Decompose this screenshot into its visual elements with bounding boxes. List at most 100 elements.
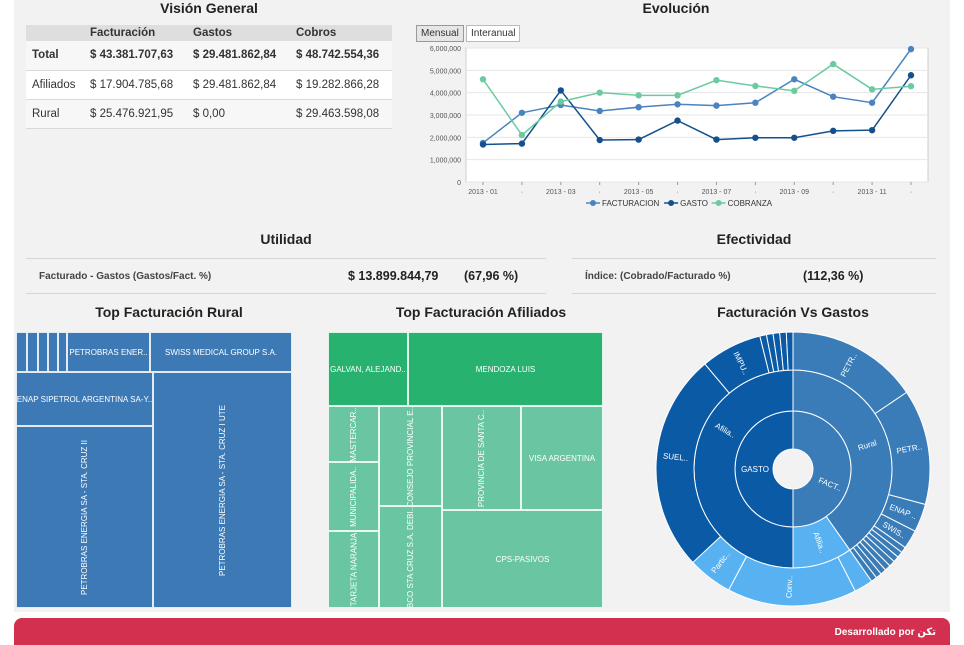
cell-facturacion: $ 17.904.785,68 [84,70,187,100]
table-row: Rural $ 25.476.921,95 $ 0,00 $ 29.463.59… [26,99,392,129]
series-line [482,63,912,137]
sunburst-title: Facturación Vs Gastos [717,304,869,320]
data-point [868,126,876,134]
treemap-rural-title: Top Facturación Rural [95,304,243,320]
monthly-toggle-button[interactable]: Mensual [416,25,464,42]
overview-header-gastos: Gastos [187,25,290,41]
sunburst-label-conv: Conv.. [784,576,794,599]
row-label: Rural [26,99,84,129]
series-line [482,74,912,146]
sunburst-label-gasto: GASTO [741,465,769,474]
row-label: Total [26,41,84,71]
y-tick-label: 0 [457,180,461,187]
table-row: Afiliados $ 17.904.785,68 $ 29.481.862,8… [26,70,392,100]
footer-credit: Desarrollado por تکن [835,627,936,638]
facturacion-vs-gastos-sunburst: GASTOFACT..Afilia..RuralAfilia..SUEL..IM… [655,331,931,607]
data-point [674,101,681,108]
evolution-title: Evolución [642,0,710,16]
treemap-cell[interactable]: SWISS MEDICAL GROUP S.A. [150,332,292,372]
yearly-toggle-button[interactable]: Interanual [466,25,521,42]
x-tick-label: 2013 - 07 [702,189,732,196]
x-tick-label: · [599,189,601,196]
treemap-afiliados: MENDOZA LUIS GALVAN, ALEJAND.. VISA ARGE… [328,332,603,608]
x-tick-label: · [754,189,756,196]
overview-title: Visión General [160,0,258,16]
treemap-cell[interactable]: MUNICIPALIDA.. [328,462,379,531]
y-tick-label: 2,000,000 [430,135,461,142]
treemap-cell[interactable]: GALVAN, ALEJAND.. [328,332,408,406]
data-point [518,109,526,116]
data-point [479,141,487,148]
data-point [752,99,759,106]
treemap-cell[interactable]: ENAP SIPETROL ARGENTINA SA-Y.. [16,372,153,426]
data-point [635,136,642,143]
data-point [479,76,487,83]
data-point [752,134,759,141]
treemap-cell-label: PROVINCIA DE SANTA C.. [477,409,486,507]
treemap-cell[interactable]: MENDOZA LUIS [408,332,603,406]
overview-header-cobros: Cobros [290,25,392,41]
footer-bar: Desarrollado por تکن [14,618,950,645]
treemap-cell[interactable]: TARJETA NARANJA [328,531,379,608]
data-point [868,99,876,106]
treemap-cell[interactable]: PETROBRAS ENERGIA SA - STA. CRUZ II [16,426,153,608]
treemap-cell[interactable]: PETROBRAS ENER.. [67,332,150,372]
overview-header-facturacion: Facturación [84,25,187,41]
treemap-cell[interactable]: CONSEJO PROVINCIAL E.. [379,406,442,506]
overview-header-blank [26,25,84,41]
treemap-cell-small[interactable] [16,332,27,372]
treemap-cell[interactable]: PROVINCIA DE SANTA C.. [442,406,521,510]
treemap-cell-label: MUNICIPALIDA.. [349,466,358,527]
data-point [557,87,565,94]
treemap-cell[interactable]: PETROBRAS ENERGIA SA - STA. CRUZ I UTE [153,372,292,608]
data-point [868,86,876,93]
y-tick-label: 5,000,000 [430,68,461,75]
x-tick-label: 2013 - 05 [624,189,654,196]
data-point [596,136,603,144]
y-tick-label: 6,000,000 [430,46,461,53]
legend-item: COBRANZA [711,199,773,208]
y-tick-label: 4,000,000 [430,91,461,98]
treemap-cell[interactable]: VISA ARGENTINA [521,406,603,510]
treemap-cell-small[interactable] [58,332,67,372]
legend-marker [590,200,596,206]
treemap-cell-label: VISA ARGENTINA [528,453,596,463]
data-point [829,127,837,135]
legend-label: COBRANZA [728,199,773,208]
x-tick-label: · [832,189,834,196]
data-point [791,134,798,141]
x-tick-label: 2013 - 01 [468,189,498,196]
treemap-rural: PETROBRAS ENERGIA SA - STA. CRUZ II PETR… [16,332,292,608]
x-tick-label: 2013 - 03 [546,189,576,196]
cell-cobros: $ 48.742.554,36 [290,41,392,71]
table-row: Total $ 43.381.707,63 $ 29.481.862,84 $ … [26,41,392,71]
y-tick-label: 1,000,000 [430,158,461,165]
data-point [518,131,526,139]
efectividad-title: Efectividad [716,231,792,247]
y-tick-label: 3,000,000 [430,113,461,120]
treemap-cell-label: PETROBRAS ENER.. [69,347,148,357]
data-point [791,76,798,83]
efectividad-percent: (112,36 %) [803,269,864,283]
treemap-cell-small[interactable] [27,332,38,372]
efectividad-bottom-divider [572,293,936,294]
data-point [791,87,798,95]
data-point [674,92,681,99]
data-point [557,98,565,105]
footer-text: Desarrollado por [834,627,915,638]
treemap-cell[interactable]: BCO STA CRUZ S.A. DEBI.. [379,506,442,608]
treemap-cell-label: GALVAN, ALEJAND.. [330,364,406,374]
cell-gastos: $ 29.481.862,84 [187,70,290,100]
treemap-cell-label: SWISS MEDICAL GROUP S.A. [164,347,278,357]
legend-marker [668,200,675,206]
treemap-cell-label: BCO STA CRUZ S.A. DEBI.. [406,506,416,608]
sunburst-arc-small [785,331,794,371]
data-point [829,93,837,100]
cell-cobros: $ 29.463.598,08 [290,99,392,129]
treemap-cell-small[interactable] [48,332,58,372]
legend-item: FACTURACION [586,199,660,208]
treemap-cell[interactable]: MASTERCAR.. [328,406,379,462]
x-tick-label: · [910,189,912,196]
treemap-cell[interactable]: CPS-PASIVOS [442,510,603,608]
treemap-cell-small[interactable] [38,332,48,372]
